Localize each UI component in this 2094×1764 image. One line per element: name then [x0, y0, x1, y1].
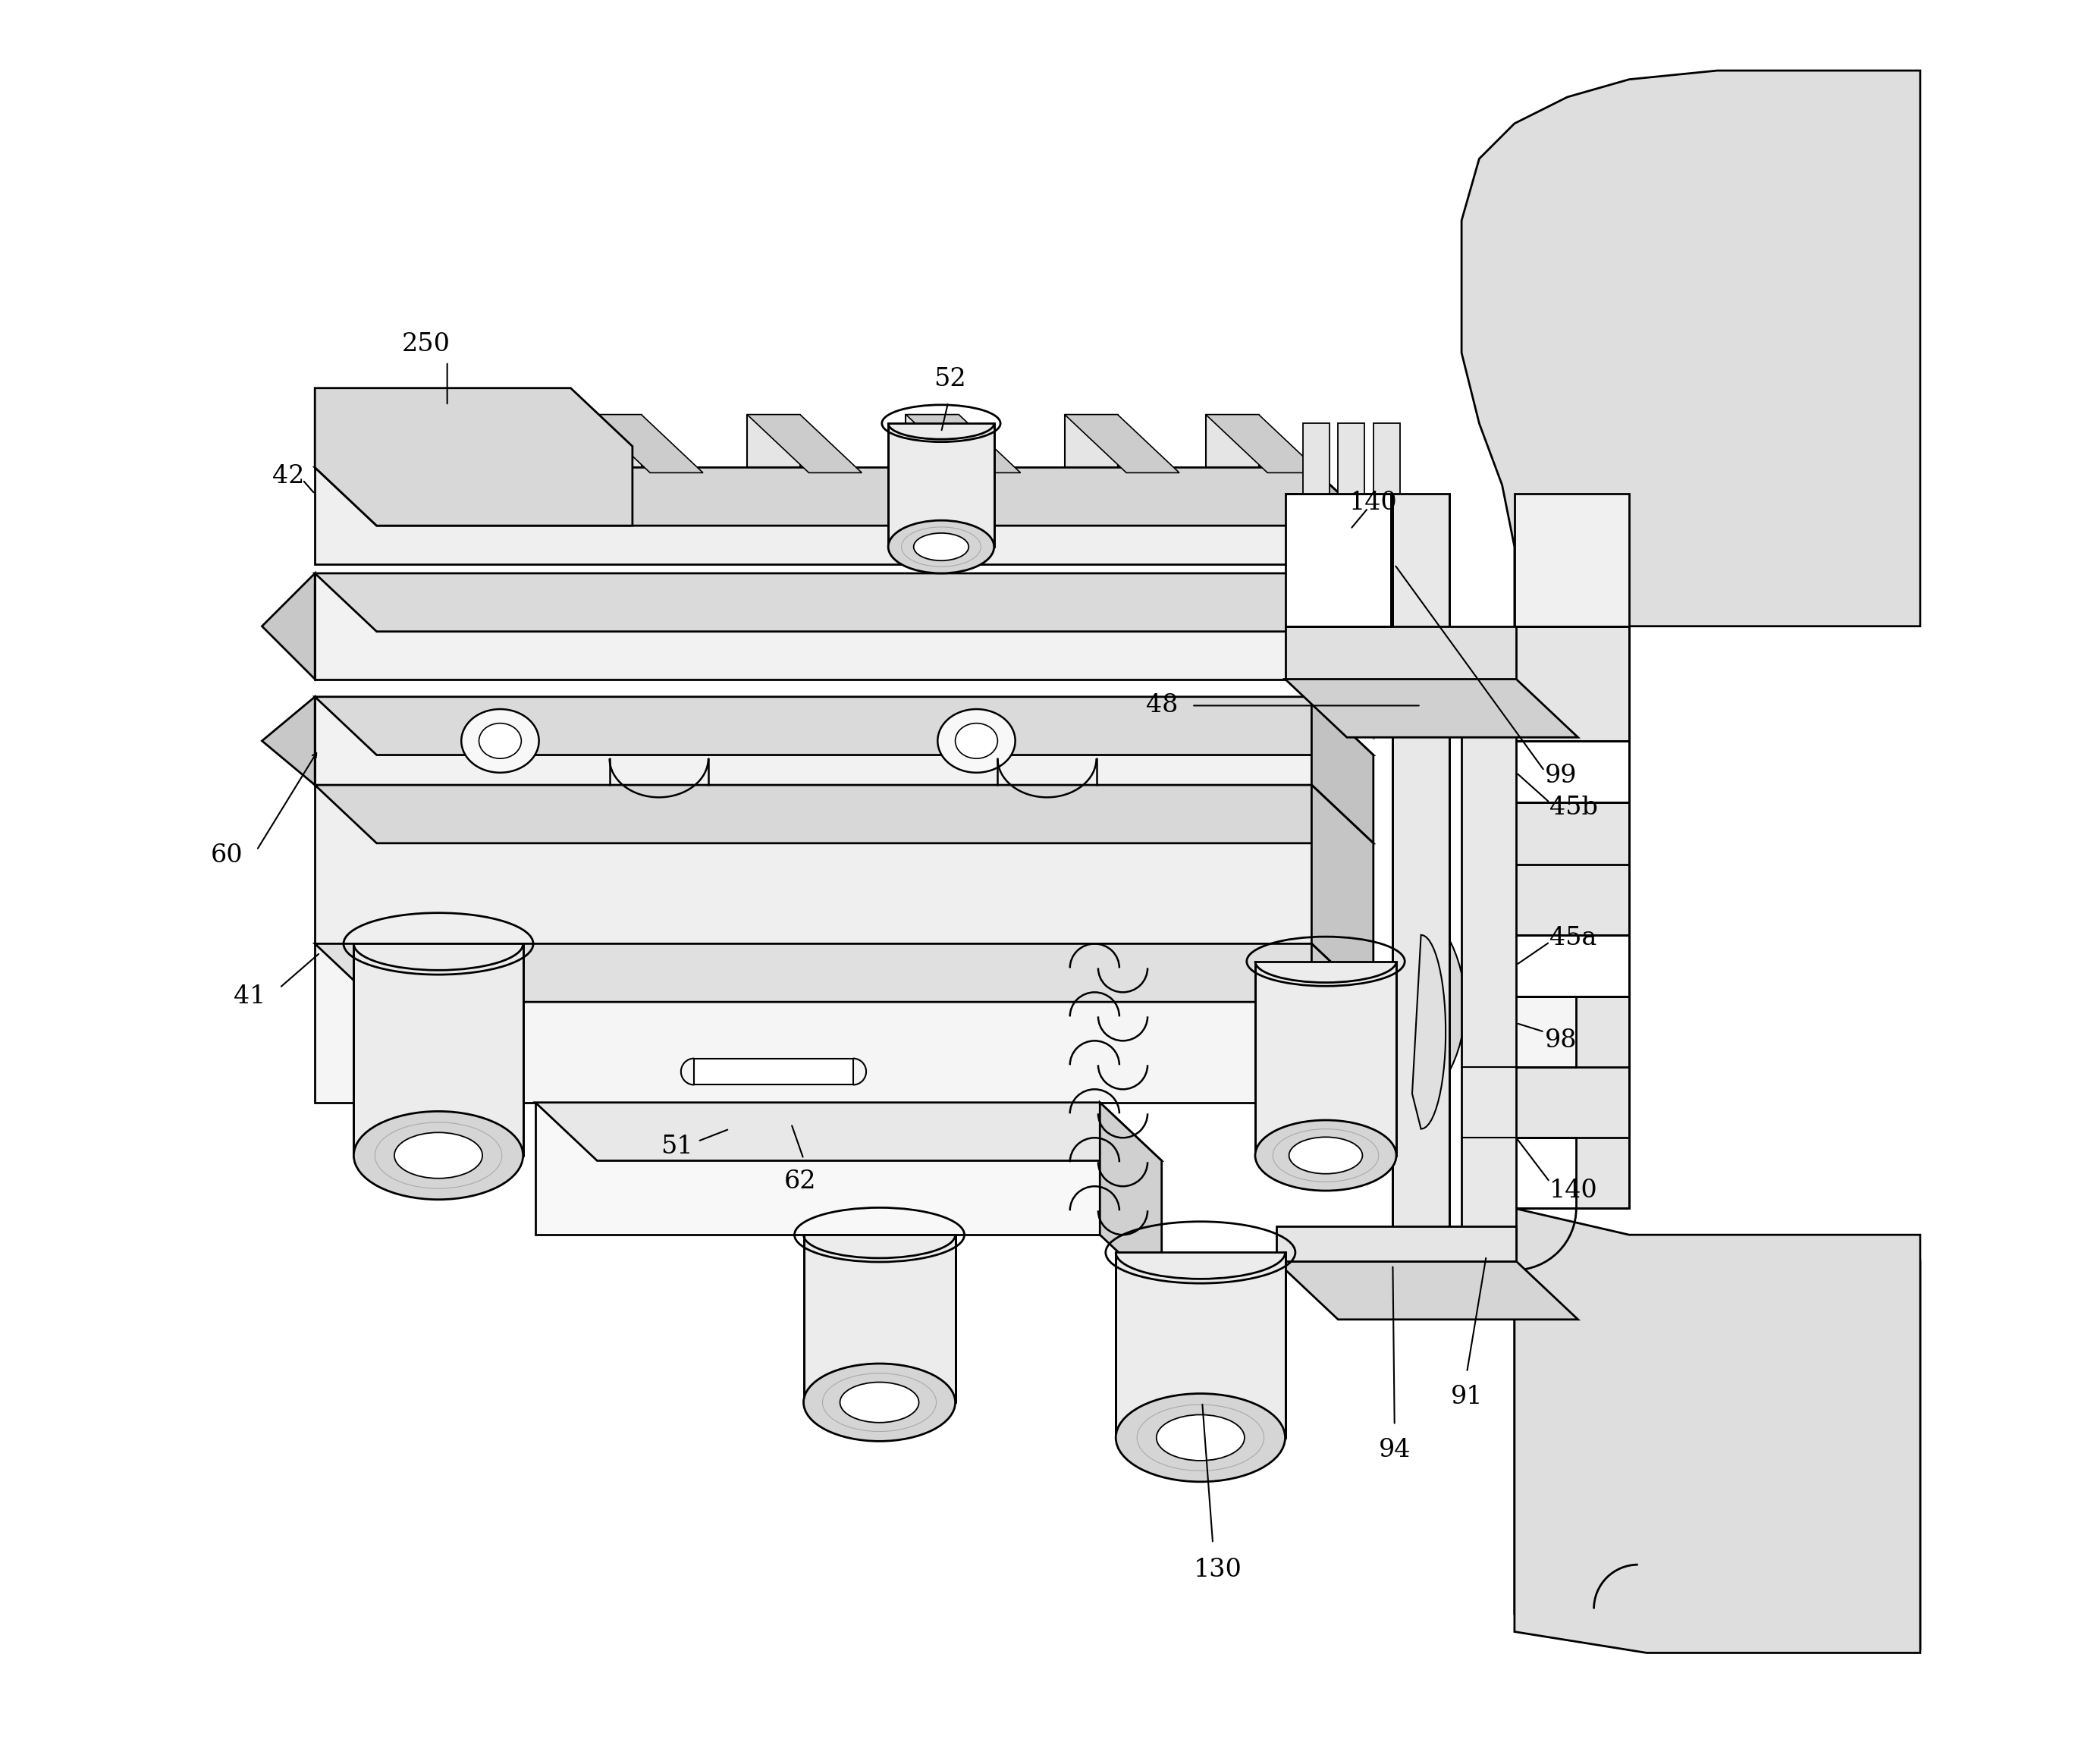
- Text: 94: 94: [1378, 1438, 1411, 1462]
- Text: 60: 60: [211, 843, 243, 868]
- Text: 130: 130: [1194, 1558, 1242, 1582]
- Polygon shape: [1401, 908, 1466, 1102]
- Polygon shape: [314, 467, 1311, 564]
- Ellipse shape: [913, 533, 970, 561]
- Ellipse shape: [804, 1364, 955, 1441]
- Bar: [1338, 423, 1365, 494]
- Polygon shape: [1116, 1252, 1286, 1438]
- Polygon shape: [448, 415, 561, 473]
- Polygon shape: [262, 573, 314, 679]
- Polygon shape: [1206, 415, 1321, 473]
- Polygon shape: [888, 423, 995, 547]
- Polygon shape: [1514, 626, 1629, 1208]
- Bar: [907, 415, 959, 467]
- Text: 48: 48: [1145, 693, 1177, 718]
- Polygon shape: [1411, 935, 1445, 1129]
- Text: 42: 42: [272, 464, 304, 489]
- Bar: [1064, 415, 1118, 467]
- Bar: [1302, 423, 1330, 494]
- Polygon shape: [354, 944, 524, 1155]
- Ellipse shape: [840, 1383, 919, 1422]
- Polygon shape: [314, 573, 1374, 632]
- Text: 99: 99: [1545, 764, 1577, 789]
- Ellipse shape: [354, 1111, 524, 1200]
- Ellipse shape: [1254, 1120, 1397, 1191]
- Bar: [1514, 935, 1577, 1067]
- Bar: [588, 415, 641, 467]
- Polygon shape: [1311, 467, 1374, 623]
- Polygon shape: [314, 944, 1311, 1102]
- Polygon shape: [314, 785, 1374, 843]
- Polygon shape: [1311, 785, 1374, 1002]
- Text: 250: 250: [402, 332, 450, 356]
- Polygon shape: [1286, 626, 1516, 679]
- Bar: [748, 415, 800, 467]
- Ellipse shape: [1116, 1394, 1286, 1482]
- Polygon shape: [314, 785, 1311, 944]
- Text: 62: 62: [783, 1170, 817, 1194]
- Bar: [1393, 494, 1449, 1288]
- Polygon shape: [1277, 1226, 1516, 1261]
- Text: 91: 91: [1451, 1385, 1483, 1409]
- Polygon shape: [588, 415, 704, 473]
- Ellipse shape: [394, 1132, 482, 1178]
- Ellipse shape: [461, 709, 538, 773]
- Polygon shape: [536, 1102, 1099, 1235]
- Polygon shape: [1311, 944, 1374, 1161]
- Ellipse shape: [888, 520, 995, 573]
- Polygon shape: [314, 697, 1311, 785]
- Bar: [1514, 741, 1629, 803]
- Text: 45b: 45b: [1550, 796, 1598, 820]
- Ellipse shape: [480, 723, 521, 759]
- Polygon shape: [1254, 961, 1397, 1155]
- Polygon shape: [1311, 573, 1374, 737]
- Polygon shape: [314, 388, 632, 526]
- Bar: [695, 1058, 852, 1085]
- Polygon shape: [536, 1102, 1162, 1161]
- Bar: [1206, 415, 1258, 467]
- Bar: [1374, 423, 1399, 494]
- Text: 45a: 45a: [1550, 926, 1598, 951]
- Text: 140: 140: [1349, 490, 1397, 515]
- Bar: [1514, 494, 1629, 626]
- Ellipse shape: [955, 723, 997, 759]
- Polygon shape: [1311, 697, 1374, 843]
- Ellipse shape: [1290, 1138, 1363, 1173]
- Polygon shape: [1286, 494, 1390, 626]
- Ellipse shape: [1393, 1277, 1449, 1298]
- Polygon shape: [262, 697, 314, 785]
- Text: 140: 140: [1550, 1178, 1598, 1203]
- Polygon shape: [1277, 1261, 1579, 1319]
- Ellipse shape: [938, 709, 1016, 773]
- Polygon shape: [1514, 1226, 1920, 1649]
- Text: 98: 98: [1545, 1028, 1577, 1053]
- Bar: [448, 415, 500, 467]
- Polygon shape: [804, 1235, 955, 1402]
- Polygon shape: [1514, 1208, 1920, 1653]
- Polygon shape: [1286, 679, 1579, 737]
- Bar: [1514, 1138, 1577, 1208]
- Ellipse shape: [1156, 1415, 1244, 1461]
- Polygon shape: [1064, 415, 1179, 473]
- Polygon shape: [1099, 1102, 1162, 1293]
- Polygon shape: [1462, 71, 1920, 626]
- Text: 41: 41: [235, 984, 266, 1009]
- Polygon shape: [314, 944, 1374, 1002]
- Polygon shape: [314, 573, 1311, 679]
- Polygon shape: [748, 415, 863, 473]
- Text: 52: 52: [934, 367, 965, 392]
- Text: 51: 51: [660, 1134, 693, 1159]
- Bar: [1514, 935, 1629, 997]
- Polygon shape: [1462, 679, 1516, 1261]
- Polygon shape: [314, 697, 1374, 755]
- Polygon shape: [314, 467, 1374, 526]
- Polygon shape: [907, 415, 1020, 473]
